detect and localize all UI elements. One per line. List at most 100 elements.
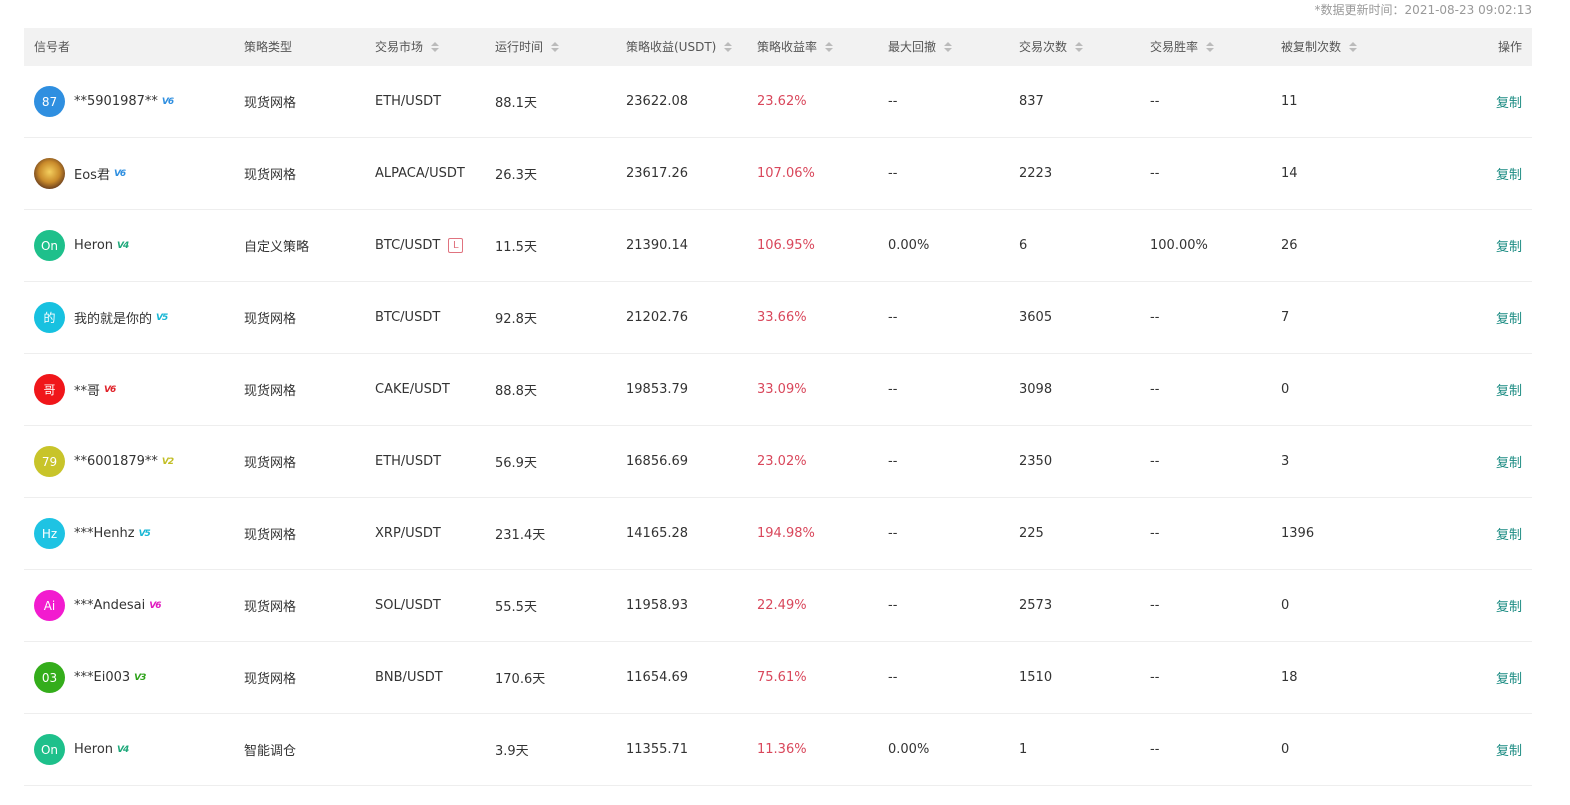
return-rate-cell: 23.02% [757,426,807,497]
sort-arrows-icon[interactable] [1075,42,1084,52]
avatar: 79 [34,446,65,477]
copy-button[interactable]: 复制 [1495,600,1522,615]
sort-arrows-icon[interactable] [1349,42,1358,52]
signal-provider-cell[interactable]: Ai ***Andesai V6 [34,570,161,641]
column-header-trades[interactable]: 交易次数 [1019,28,1084,66]
column-header-label: 交易胜率 [1150,40,1199,54]
runtime-cell: 11.5天 [495,210,537,281]
profit-cell: 14165.28 [626,498,688,569]
max-drawdown-cell-text: -- [888,94,898,109]
copy-button[interactable]: 复制 [1495,168,1522,183]
table-row: On Heron V4 智能调仓 3.9天 11355.71 11.36% 0.00% 1 -- 0… [24,714,1532,786]
trading-market-cell: ETH/USDT [375,66,441,137]
sort-arrows-icon[interactable] [724,42,733,52]
runtime-cell: 55.5天 [495,570,537,641]
copy-count-cell-text: 26 [1281,238,1298,253]
return-rate-cell-text: 23.02% [757,454,807,469]
column-header-profit[interactable]: 策略收益(USDT) [626,28,733,66]
copy-count-cell-text: 0 [1281,382,1290,397]
return-rate-cell-text: 75.61% [757,670,807,685]
copy-button[interactable]: 复制 [1495,528,1522,543]
max-drawdown-cell: -- [888,498,897,569]
signal-provider-cell[interactable]: On Heron V4 [34,210,129,281]
copy-count-cell: 0 [1281,354,1289,425]
runtime-cell: 88.1天 [495,66,537,137]
column-header-market[interactable]: 交易市场 [375,28,440,66]
provider-name: Eos君 [74,168,110,183]
return-rate-cell: 107.06% [757,138,815,209]
table-row: 03 ***Ei003 V3 现货网格 BNB/USDT 170.6天 11654.69 75… [24,642,1532,714]
vip-level-icon: V6 [149,600,161,611]
table-row: 87 **5901987** V6 现货网格 ETH/USDT 88.1天 23622.08… [24,66,1532,138]
provider-name: Heron [74,238,114,253]
signal-provider-cell[interactable]: Hz ***Henhz V5 [34,498,151,569]
provider-name: ***Henhz [74,526,135,541]
strategy-type-cell: 现货网格 [244,66,296,137]
signal-provider-cell[interactable]: 87 **5901987** V6 [34,66,174,137]
runtime-cell: 56.9天 [495,426,537,497]
sort-arrows-icon[interactable] [551,42,560,52]
profit-cell: 23617.26 [626,138,688,209]
strategy-type-cell: 现货网格 [244,138,296,209]
copy-button[interactable]: 复制 [1495,384,1522,399]
trade-count-cell: 1510 [1019,642,1052,713]
signal-provider-cell[interactable]: Eos君 V6 [34,138,126,209]
profit-cell-text: 16856.69 [626,454,689,469]
strategy-type-cell-text: 现货网格 [244,600,297,615]
runtime-cell-text: 55.5天 [495,600,537,615]
win-rate-cell-text: -- [1150,310,1160,325]
copy-button[interactable]: 复制 [1495,456,1522,471]
copy-count-cell: 11 [1281,66,1298,137]
strategy-ranking-table: 信号者 策略类型 交易市场 运行时间 策略收益(USDT) 策略收益率 最大回撤 交易次数 交易… [24,28,1532,786]
copy-count-cell-text: 14 [1281,166,1298,181]
max-drawdown-cell-text: -- [888,598,898,613]
copy-button[interactable]: 复制 [1495,240,1522,255]
profit-cell-text: 21390.14 [626,238,689,253]
trading-market-cell: SOL/USDT [375,570,441,641]
return-rate-cell-text: 11.36% [757,742,807,757]
return-rate-cell: 75.61% [757,642,807,713]
max-drawdown-cell-text: -- [888,166,898,181]
trading-market-cell-text: BNB/USDT [375,670,443,685]
column-header-type: 策略类型 [244,28,292,66]
runtime-cell: 26.3天 [495,138,537,209]
signal-provider-cell[interactable]: 的我的就是你的 V5 [34,282,168,353]
max-drawdown-cell-text: 0.00% [888,238,930,253]
column-header-label: 策略类型 [244,40,293,54]
return-rate-cell-text: 107.06% [757,166,815,181]
vip-level-icon: V6 [161,96,174,107]
win-rate-cell: -- [1150,498,1159,569]
trade-count-cell-text: 2223 [1019,166,1053,181]
signal-provider-cell[interactable]: On Heron V4 [34,714,129,785]
strategy-type-cell-text: 现货网格 [244,528,297,543]
copy-button[interactable]: 复制 [1495,672,1522,687]
sort-arrows-icon[interactable] [1206,42,1215,52]
column-header-rate[interactable]: 策略收益率 [757,28,834,66]
sort-arrows-icon[interactable] [944,42,953,52]
column-header-copies[interactable]: 被复制次数 [1281,28,1358,66]
sort-arrows-icon[interactable] [431,42,440,52]
return-rate-cell: 23.62% [757,66,807,137]
copy-count-cell: 14 [1281,138,1298,209]
win-rate-cell: -- [1150,354,1159,425]
return-rate-cell-text: 33.09% [757,382,807,397]
copy-button[interactable]: 复制 [1495,312,1522,327]
trading-market-cell: BTC/USDT [375,282,440,353]
win-rate-cell: -- [1150,426,1159,497]
column-header-drawdown[interactable]: 最大回撤 [888,28,953,66]
copy-button[interactable]: 复制 [1495,96,1522,111]
table-row: On Heron V4 自定义策略 BTC/USDT L 11.5天 21390.14 106.… [24,210,1532,282]
signal-provider-cell[interactable]: 03 ***Ei003 V3 [34,642,146,713]
sort-arrows-icon[interactable] [825,42,834,52]
vip-level-icon: V2 [161,456,174,467]
column-header-runtime[interactable]: 运行时间 [495,28,560,66]
profit-cell-text: 23622.08 [626,94,689,109]
strategy-type-cell-text: 现货网格 [244,96,297,111]
copy-button[interactable]: 复制 [1495,744,1522,759]
strategy-type-cell-text: 自定义策略 [244,240,310,255]
column-header-winrate[interactable]: 交易胜率 [1150,28,1215,66]
signal-provider-cell[interactable]: 79 **6001879** V2 [34,426,174,497]
signal-provider-cell[interactable]: 哥 **哥 V6 [34,354,116,425]
return-rate-cell: 33.66% [757,282,807,353]
column-header-label: 操作 [1497,40,1522,54]
